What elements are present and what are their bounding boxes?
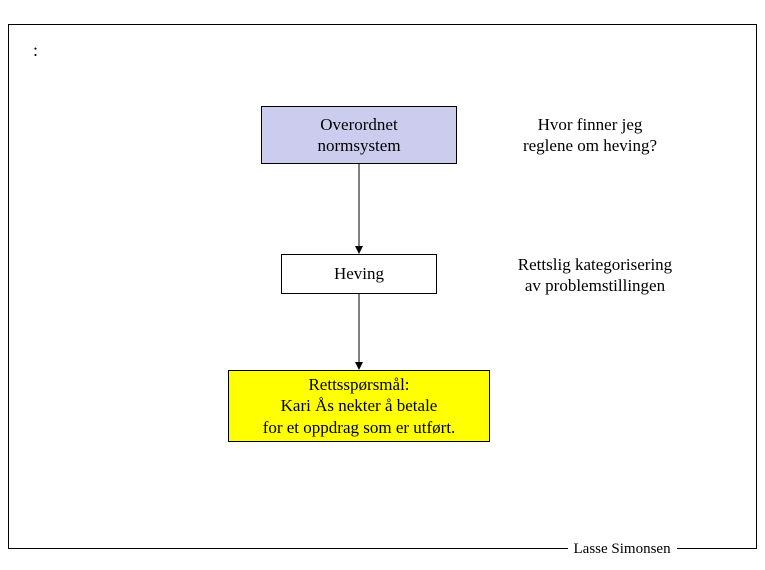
node-rettssporsmal: Rettsspørsmål: Kari Ås nekter å betalefo… [228,370,490,442]
node-rettssporsmal-content: Rettsspørsmål: Kari Ås nekter å betalefo… [263,374,456,438]
annotation-hvor-finner-jeg: Hvor finner jegreglene om heving? [490,114,690,157]
author-label: Lasse Simonsen [568,541,677,558]
node-heving-label: Heving [334,263,384,284]
node-overordnet-label: Overordnetnormsystem [317,114,400,157]
node-rettssporsmal-title: Rettsspørsmål: [263,374,456,395]
node-overordnet-normsystem: Overordnetnormsystem [261,106,457,164]
top-colon-marker: : [33,40,38,61]
edge-heving-rettssporsmal [350,294,368,370]
node-rettssporsmal-body: Kari Ås nekter å betalefor et oppdrag so… [263,395,456,438]
edge-overordnet-heving [350,164,368,254]
node-heving: Heving [281,254,437,294]
annotation-rettslig-kategorisering: Rettslig kategoriseringav problemstillin… [490,254,700,297]
diagram-stage: : Overordnetnormsystem Heving Rettsspørs… [0,0,765,570]
